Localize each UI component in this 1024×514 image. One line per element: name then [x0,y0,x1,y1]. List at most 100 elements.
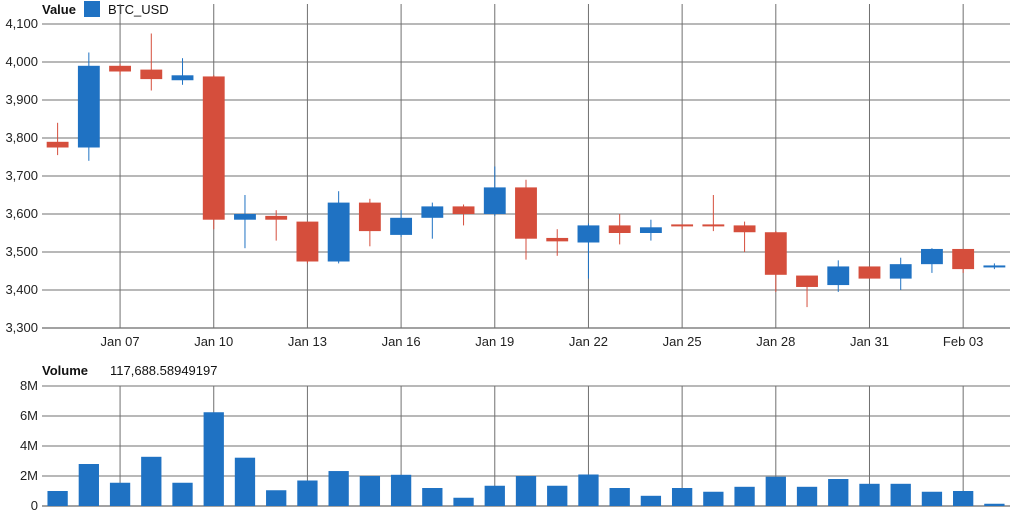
candle-body [546,237,569,242]
price-y-tick-label: 4,000 [5,54,38,69]
price-x-tick-label: Jan 28 [756,334,795,349]
volume-bar [547,485,568,506]
candle-body [515,187,537,239]
candle-body [889,264,912,279]
price-legend: Value BTC_USD [42,0,169,18]
volume-bar [671,488,693,506]
candle-body [827,266,850,286]
volume-bar [859,483,880,506]
candle-body [639,227,662,233]
volume-bar [359,476,381,506]
price-x-tick-label: Feb 03 [943,334,983,349]
price-y-tick-label: 3,300 [5,320,38,335]
price-y-tick-label: 3,600 [5,206,38,221]
candle-body [733,225,756,233]
volume-y-axis: 0 2M 4M 6M 8M [20,378,38,513]
candle-body [109,65,131,72]
volume-bar [828,479,849,506]
volume-bar [921,491,943,506]
price-x-tick-label: Jan 13 [288,334,327,349]
price-grid [42,4,1010,329]
price-y-tick-label: 3,900 [5,92,38,107]
volume-bar [609,488,630,506]
volume-bar [328,471,349,506]
price-y-tick-label: 3,700 [5,168,38,183]
volume-bar [953,491,974,506]
volume-bar [172,482,193,506]
price-x-tick-label: Jan 10 [194,334,233,349]
volume-bar [47,491,68,506]
volume-y-tick-label: 0 [31,498,38,513]
volume-bar [640,495,662,506]
volume-bar [703,491,724,506]
candle-body [952,248,975,270]
volume-y-tick-label: 6M [20,408,38,423]
candle-body [202,76,225,220]
candle-body [171,75,194,81]
candle-body [483,187,506,214]
volume-bar [765,476,786,506]
candle-body [327,202,350,262]
volume-bar [266,490,287,506]
price-y-tick-label: 3,800 [5,130,38,145]
volume-bars [47,412,1005,506]
price-y-tick-label: 4,100 [5,16,38,31]
candle-body [77,65,100,148]
price-x-tick-label: Jan 22 [569,334,608,349]
candle-body [983,265,1006,268]
volume-y-tick-label: 4M [20,438,38,453]
price-candles [46,33,1006,308]
price-x-tick-label: Jan 16 [382,334,421,349]
candle-body [452,206,475,214]
candle-body [390,217,413,235]
candle-body [921,248,943,265]
price-x-tick-label: Jan 31 [850,334,889,349]
volume-bar [141,456,162,506]
volume-bar [984,503,1005,506]
volume-bar [484,485,505,506]
price-panel-title: Value [42,1,76,17]
volume-bar [890,483,911,506]
candle-body [296,221,319,262]
candle-body [140,69,163,80]
volume-panel-title: Volume [42,362,88,378]
candle-body [46,141,69,148]
volume-bar [203,412,224,506]
price-x-tick-label: Jan 25 [663,334,702,349]
candle-body [358,202,381,232]
candle-body [702,224,725,227]
volume-bar [734,486,755,506]
series-name: BTC_USD [107,1,169,17]
price-y-tick-label: 3,400 [5,282,38,297]
volume-bar [453,497,474,506]
candle-body [577,225,600,243]
volume-legend: Volume 117,688.58949197 [42,361,217,379]
candle-body [234,214,256,220]
volume-bar [390,474,412,506]
price-y-axis: 3,300 3,400 3,500 3,600 3,700 3,800 3,900 4,000… [5,16,38,335]
candle-body [265,215,288,220]
volume-bar [578,474,599,506]
price-x-tick-label: Jan 07 [101,334,140,349]
candle-body [796,275,818,287]
volume-y-tick-label: 2M [20,468,38,483]
price-y-tick-label: 3,500 [5,244,38,259]
volume-bar [78,464,99,506]
volume-y-tick-label: 8M [20,378,38,393]
candle-body [764,232,787,275]
price-x-tick-label: Jan 19 [475,334,514,349]
volume-bar [109,482,131,506]
candle-body [858,266,881,279]
volume-value: 117,688.58949197 [110,362,218,378]
volume-bar [297,480,318,506]
candle-body [671,224,694,227]
candle-body [421,206,444,218]
volume-bar [515,476,537,506]
candle-body [608,225,631,233]
series-color-swatch [83,1,100,17]
price-x-axis: Jan 07 Jan 10 Jan 13 Jan 16 Jan 19 Jan 22 Jan … [101,334,984,349]
volume-bar [796,486,818,506]
volume-bar [422,488,443,506]
volume-bar [234,457,256,506]
